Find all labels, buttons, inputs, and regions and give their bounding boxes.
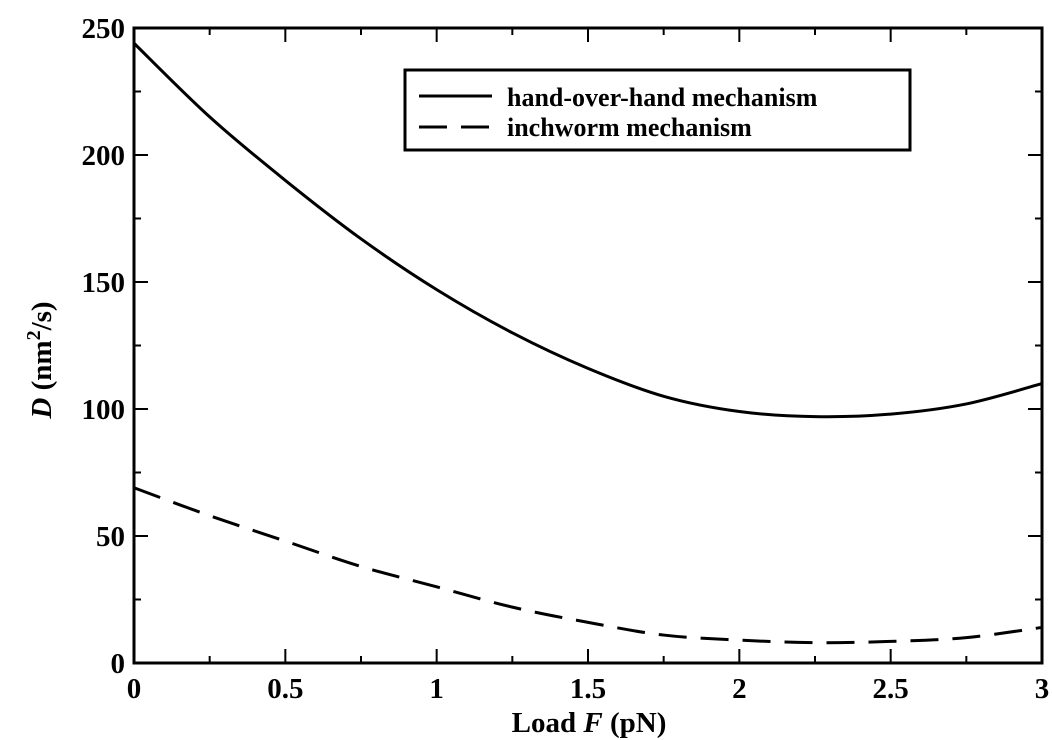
x-tick-label: 1.5 [570, 673, 606, 705]
x-axis-label: Load F (pN) [512, 707, 667, 739]
legend-box [403, 68, 912, 152]
plot-frame [132, 26, 1044, 665]
legend-label-hand-over-hand: hand-over-hand mechanism [507, 83, 818, 112]
x-tick-label: 0.5 [267, 673, 303, 705]
x-tick-label: 1 [429, 673, 444, 705]
y-tick-label: 50 [96, 521, 125, 553]
y-tick-label: 250 [82, 13, 126, 45]
x-tick-label: 0 [127, 673, 142, 705]
x-tick-label: 3 [1035, 673, 1050, 705]
y-axis-label: D (nm2/s) [23, 301, 58, 419]
x-tick-label: 2 [732, 673, 747, 705]
legend-label-inchworm: inchworm mechanism [507, 113, 752, 142]
legend: hand-over-hand mechanism inchworm mechan… [403, 68, 912, 152]
y-tick-label: 100 [82, 394, 126, 426]
x-tick-label: 2.5 [873, 673, 909, 705]
y-tick-label: 150 [82, 267, 126, 299]
y-tick-label: 200 [82, 140, 126, 172]
series-lines [132, 42, 1043, 645]
tick-labels: 0 0.5 1 1.5 2 2.5 3 0 50 100 150 200 250 [82, 13, 1050, 705]
series-line-inchworm [133, 486, 1043, 645]
y-tick-label: 0 [111, 648, 126, 680]
series-line-hand-over-hand [132, 42, 1043, 419]
